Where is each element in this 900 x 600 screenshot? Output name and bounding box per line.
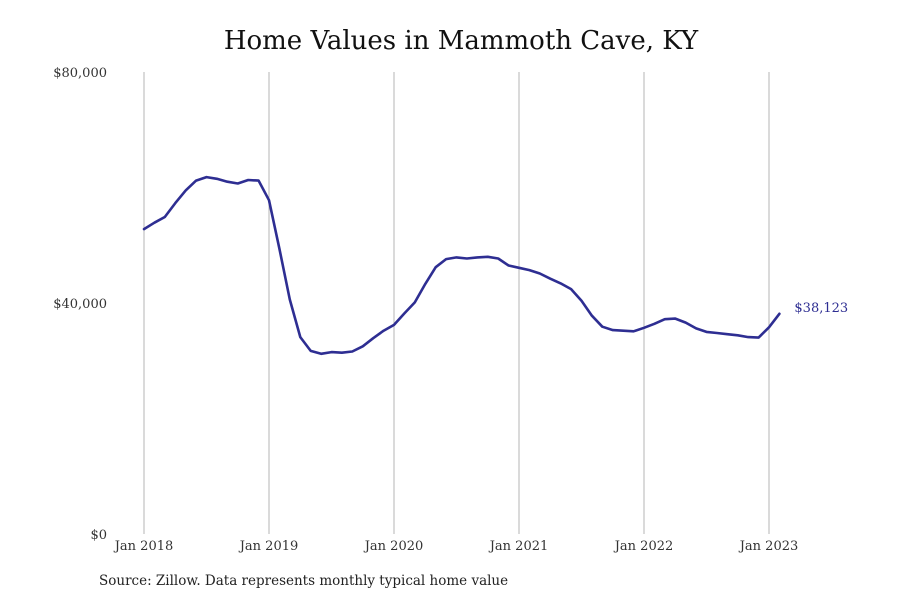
x-tick-label: Jan 2020 [363,539,424,554]
y-tick-label: $80,000 [53,66,107,81]
x-tick-label: Jan 2021 [488,539,549,554]
x-tick-label: Jan 2019 [238,539,299,554]
source-note: Source: Zillow. Data represents monthly … [99,573,509,589]
home-value-line [142,175,781,356]
end-value-label: $38,123 [794,301,848,316]
y-tick-label: $0 [90,528,107,543]
x-tick-label: Jan 2018 [113,539,174,554]
y-tick-label: $40,000 [53,297,107,312]
chart-title: Home Values in Mammoth Cave, KY [223,26,699,56]
x-tick-label: Jan 2023 [738,539,799,554]
x-tick-label: Jan 2022 [613,539,674,554]
